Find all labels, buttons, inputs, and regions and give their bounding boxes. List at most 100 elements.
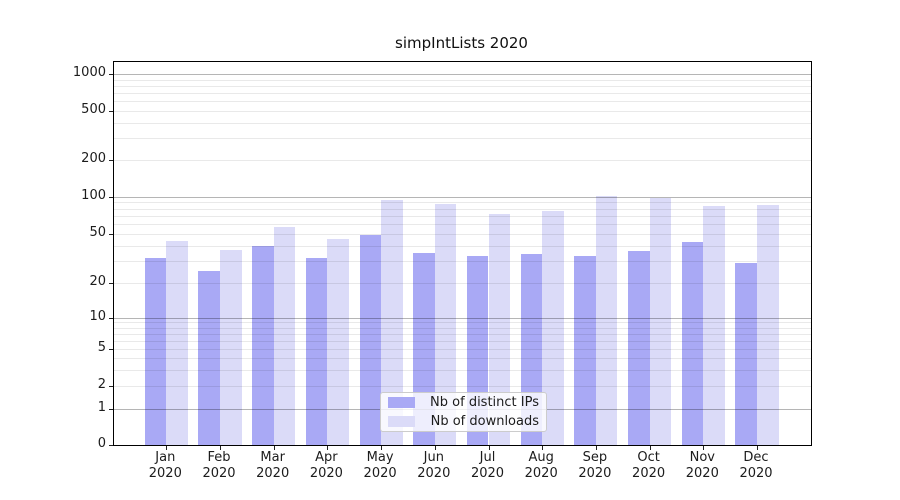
x-tick-year: 2020 [470, 466, 505, 481]
y-tick-mark-10 [109, 317, 113, 319]
bar-mar-downloads [273, 226, 296, 445]
y-tick-label-10: 10 [89, 308, 106, 324]
bar-aug-downloads [542, 211, 564, 445]
legend-label-distinct-ips: Nb of distinct IPs [430, 395, 539, 410]
y-tick-mark-20 [109, 282, 113, 284]
y-tick-mark-5 [109, 349, 113, 350]
x-tick-year: 2020 [309, 466, 343, 481]
bar-jul-downloads [488, 213, 511, 445]
y-tick-mark-0 [109, 445, 113, 446]
x-tick-year: 2020 [685, 466, 719, 481]
y-tick-mark-2 [109, 386, 113, 387]
x-tick-month: Jan [155, 450, 176, 465]
x-tick-label-sep: Sep 2020 [565, 450, 625, 482]
x-tick-mark-mar [273, 446, 275, 450]
legend-item-distinct-ips: Nb of distinct IPs [388, 395, 539, 411]
x-tick-year: 2020 [256, 466, 290, 481]
y-tick-mark-200 [109, 159, 113, 161]
x-tick-mark-aug [542, 446, 544, 450]
legend: Nb of distinct IPs Nb of downloads [380, 392, 547, 432]
bar-feb-distinct-ips [198, 270, 220, 445]
x-tick-label-jan: Jan 2020 [135, 450, 195, 482]
x-tick-mark-may [381, 446, 383, 450]
x-tick-month: Apr [315, 450, 338, 465]
x-tick-year: 2020 [739, 466, 773, 481]
x-tick-year: 2020 [578, 466, 612, 481]
x-tick-mark-oct [649, 446, 651, 450]
plot-area: Nb of distinct IPs Nb of downloads [109, 61, 812, 450]
x-tick-label-jul: Jul 2020 [458, 450, 518, 482]
x-tick-year: 2020 [148, 466, 182, 481]
x-tick-label-mar: Mar 2020 [243, 450, 303, 482]
x-tick-label-oct: Oct 2020 [619, 450, 679, 482]
x-tick-year: 2020 [524, 466, 558, 481]
x-tick-label-may: May 2020 [350, 450, 410, 482]
y-tick-label-100: 100 [81, 187, 106, 203]
bar-jun-downloads [434, 204, 457, 445]
x-tick-mark-jan [166, 446, 168, 450]
chart-title: simpIntLists 2020 [395, 34, 528, 52]
y-tick-mark-500 [109, 111, 113, 112]
y-tick-label-500: 500 [81, 102, 106, 117]
y-tick-mark-1 [109, 409, 113, 410]
x-tick-month: Mar [260, 450, 285, 465]
legend-swatch-downloads [388, 416, 415, 427]
x-tick-month: Feb [207, 450, 231, 465]
x-tick-month: Oct [637, 450, 660, 465]
y-tick-label-1000: 1000 [72, 65, 106, 81]
bar-dec-downloads [757, 204, 779, 445]
y-tick-mark-100 [109, 196, 113, 198]
bar-feb-downloads [220, 249, 242, 445]
x-tick-label-apr: Apr 2020 [296, 450, 356, 482]
bar-may-distinct-ips [359, 234, 382, 445]
x-tick-month: May [366, 450, 394, 465]
x-tick-mark-sep [595, 446, 597, 450]
x-tick-month: Dec [743, 450, 769, 465]
y-tick-mark-50 [109, 233, 113, 235]
bar-dec-distinct-ips [735, 262, 757, 445]
x-tick-month: Sep [582, 450, 608, 465]
x-tick-month: Jun [423, 450, 444, 465]
x-tick-year: 2020 [632, 466, 666, 481]
x-tick-label-feb: Feb 2020 [189, 450, 249, 482]
y-tick-label-1: 1 [97, 400, 106, 415]
x-tick-label-jun: Jun 2020 [404, 450, 464, 482]
bar-sep-downloads [595, 195, 618, 445]
x-tick-year: 2020 [363, 466, 397, 481]
x-tick-year: 2020 [417, 466, 451, 481]
bar-jan-distinct-ips [144, 257, 167, 445]
bar-oct-distinct-ips [628, 251, 650, 445]
y-tick-label-5: 5 [97, 340, 106, 355]
x-tick-mark-apr [327, 446, 329, 450]
y-tick-label-50: 50 [89, 224, 106, 240]
x-tick-mark-nov [703, 446, 705, 450]
legend-label-downloads: Nb of downloads [430, 414, 539, 429]
y-tick-label-0: 0 [97, 436, 106, 451]
bar-jan-downloads [166, 240, 188, 445]
x-tick-month: Aug [528, 450, 554, 465]
bar-nov-distinct-ips [681, 241, 704, 445]
y-tick-label-20: 20 [89, 273, 106, 289]
x-tick-label-nov: Nov 2020 [672, 450, 732, 482]
y-tick-label-2: 2 [97, 377, 106, 392]
x-tick-label-dec: Dec 2020 [726, 450, 786, 482]
bar-oct-downloads [649, 197, 672, 445]
x-tick-mark-jun [434, 446, 436, 450]
x-tick-label-aug: Aug 2020 [511, 450, 571, 482]
x-tick-mark-jul [488, 446, 490, 450]
bar-may-downloads [381, 200, 403, 445]
axis-tick-marks [109, 62, 811, 450]
x-tick-month: Nov [689, 450, 715, 465]
x-tick-month: Jul [479, 450, 496, 465]
bar-sep-distinct-ips [574, 255, 596, 445]
x-tick-mark-feb [220, 446, 221, 450]
y-tick-label-200: 200 [81, 150, 106, 166]
x-tick-mark-dec [757, 446, 758, 450]
legend-swatch-distinct-ips [388, 397, 415, 408]
y-tick-mark-1000 [109, 74, 113, 76]
bar-apr-distinct-ips [305, 257, 328, 445]
bars-layer [114, 62, 811, 445]
legend-item-downloads: Nb of downloads [388, 414, 539, 430]
bar-mar-distinct-ips [252, 245, 274, 445]
